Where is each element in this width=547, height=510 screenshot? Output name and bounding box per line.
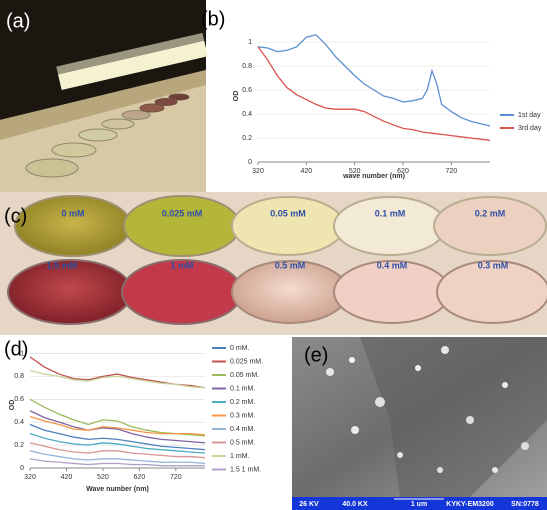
x-tick-label: 320 <box>252 168 264 175</box>
plate-label: 1.5 mM <box>47 260 78 270</box>
sem-bar-text: 26 KV <box>299 501 319 508</box>
x-tick-label: 420 <box>300 168 312 175</box>
y-tick-label: 0.2 <box>242 135 252 142</box>
legend-label: 0.05 mM. <box>230 372 259 379</box>
plate-label: 0.05 mM <box>270 208 306 218</box>
sem-bar-text: 1 um <box>411 501 427 508</box>
legend-label: 0.3 mM. <box>230 412 255 419</box>
series-line <box>30 399 205 436</box>
y-tick-label: 0 <box>20 465 24 472</box>
panel-label: (a) <box>6 10 30 32</box>
plate-label: 0 mM <box>61 208 84 218</box>
y-tick-label: 0.4 <box>14 419 24 426</box>
y-tick-label: 0.4 <box>242 111 252 118</box>
plate-label: 0.5 mM <box>275 260 306 270</box>
y-tick-label: 1 <box>20 350 24 357</box>
y-axis-label: OD <box>233 91 240 102</box>
x-axis-label: wave number (nm) <box>342 173 405 180</box>
y-tick-label: 0.8 <box>242 63 252 70</box>
figure: (a) (b) (c) (d) (e) 0 mM 0.025 mM 0.05 mM 0.1 mM… <box>0 0 547 510</box>
legend-label: 1 mM. <box>230 453 250 460</box>
legend-label: 1st day <box>518 112 541 119</box>
legend-label: 0 mM. <box>230 345 250 352</box>
y-tick-label: 1 <box>248 39 252 46</box>
panel-label: (e) <box>304 344 328 366</box>
panel-label: (d) <box>4 338 28 360</box>
sem-bar-text: KYKY-EM3200 <box>446 501 494 508</box>
sem-bar-text: 40.0 KX <box>342 501 368 508</box>
panel-label: (c) <box>4 205 27 227</box>
legend-label: 0.5 mM. <box>230 439 255 446</box>
x-tick-label: 320 <box>24 474 36 481</box>
sem-image <box>292 337 547 510</box>
legend-label: 3rd day <box>518 125 542 132</box>
series-line <box>30 411 205 443</box>
panel-label: (b) <box>201 8 225 30</box>
x-tick-label: 720 <box>170 474 182 481</box>
x-tick-label: 520 <box>97 474 109 481</box>
series-line <box>30 357 205 388</box>
photo-a <box>0 0 208 192</box>
plate-label: 0.1 mM <box>375 208 406 218</box>
plate-label: 1 mM <box>170 260 193 270</box>
y-tick-label: 0.2 <box>14 442 24 449</box>
plate-label: 0.4 mM <box>377 260 408 270</box>
series-line <box>258 35 490 126</box>
legend-label: 0.4 mM. <box>230 426 255 433</box>
x-axis-label: Wave number (nm) <box>86 486 149 493</box>
y-tick-label: 0.8 <box>14 373 24 380</box>
legend-label: 0.025 mM. <box>230 358 263 365</box>
x-tick-label: 720 <box>445 168 457 175</box>
series-line <box>258 47 490 141</box>
sem-bar-text: SN:0778 <box>511 501 539 508</box>
legend-label: 0.2 mM. <box>230 399 255 406</box>
x-tick-label: 620 <box>134 474 146 481</box>
plate-label: 0.2 mM <box>475 208 506 218</box>
legend-label: 0.1 mM. <box>230 385 255 392</box>
y-axis-label: OD <box>9 400 16 411</box>
y-tick-label: 0 <box>248 159 252 166</box>
plate-label: 0.3 mM <box>478 260 509 270</box>
series-line <box>30 416 205 434</box>
y-tick-label: 0.6 <box>242 87 252 94</box>
x-tick-label: 420 <box>61 474 73 481</box>
plate-label: 0.025 mM <box>162 208 203 218</box>
legend-label: 1.5 1 mM. <box>230 466 261 473</box>
